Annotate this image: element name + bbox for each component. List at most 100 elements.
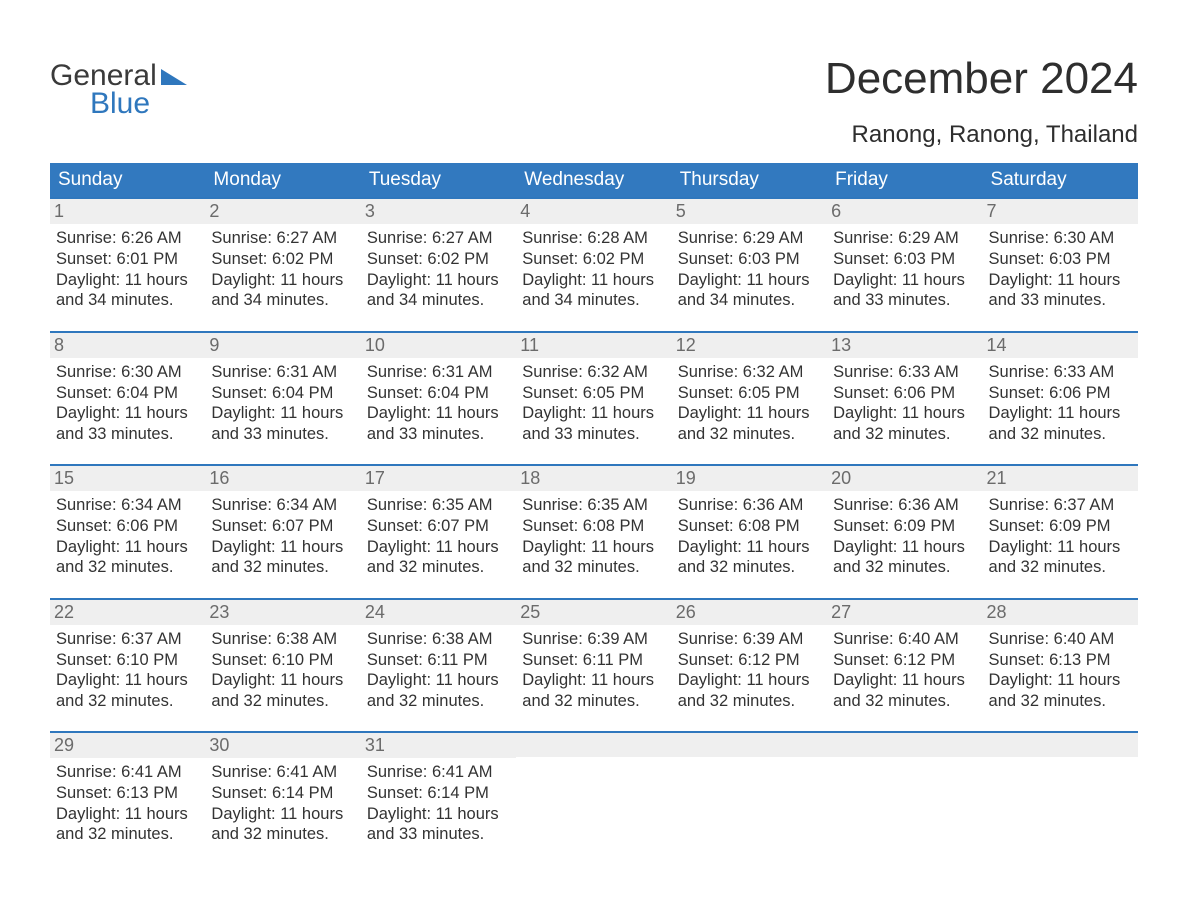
calendar-week-row: 8Sunrise: 6:30 AMSunset: 6:04 PMDaylight… — [50, 331, 1138, 465]
calendar-day-cell: 5Sunrise: 6:29 AMSunset: 6:03 PMDaylight… — [672, 197, 827, 331]
day-details: Sunrise: 6:32 AMSunset: 6:05 PMDaylight:… — [522, 362, 665, 445]
sunset-line: Sunset: 6:02 PM — [522, 249, 665, 270]
sunset-line: Sunset: 6:03 PM — [989, 249, 1132, 270]
sunrise-line: Sunrise: 6:29 AM — [833, 228, 976, 249]
weekday-header: Thursday — [672, 163, 827, 197]
calendar-day-cell: 10Sunrise: 6:31 AMSunset: 6:04 PMDayligh… — [361, 331, 516, 465]
sunset-line: Sunset: 6:10 PM — [211, 650, 354, 671]
day-number-bar: 13 — [827, 331, 982, 358]
daylight-line: Daylight: 11 hours and 32 minutes. — [367, 537, 510, 578]
daylight-line: Daylight: 11 hours and 32 minutes. — [56, 804, 199, 845]
daylight-line: Daylight: 11 hours and 32 minutes. — [367, 670, 510, 711]
day-number: 12 — [676, 335, 696, 355]
day-details: Sunrise: 6:39 AMSunset: 6:12 PMDaylight:… — [678, 629, 821, 712]
calendar-day-cell: 17 Sunrise: 6:35 AMSunset: 6:07 PMDayligh… — [361, 464, 516, 598]
day-details: Sunrise: 6:34 AMSunset: 6:06 PMDaylight:… — [56, 495, 199, 578]
sunset-line: Sunset: 6:11 PM — [367, 650, 510, 671]
sunset-line: Sunset: 6:07 PM — [211, 516, 354, 537]
daylight-line: Daylight: 11 hours and 32 minutes. — [56, 670, 199, 711]
daylight-line: Daylight: 11 hours and 32 minutes. — [678, 537, 821, 578]
daylight-line: Daylight: 11 hours and 34 minutes. — [678, 270, 821, 311]
sunset-line: Sunset: 6:08 PM — [522, 516, 665, 537]
sunrise-line: Sunrise: 6:36 AM — [678, 495, 821, 516]
calendar-day-cell: 13Sunrise: 6:33 AMSunset: 6:06 PMDayligh… — [827, 331, 982, 465]
sunrise-line: Sunrise: 6:40 AM — [989, 629, 1132, 650]
empty-day-bar — [516, 731, 671, 757]
brand-logo: General Blue — [50, 55, 187, 121]
day-details: Sunrise: 6:38 AMSunset: 6:11 PMDaylight:… — [367, 629, 510, 712]
day-number-bar: 22 — [50, 598, 205, 625]
daylight-line: Daylight: 11 hours and 32 minutes. — [211, 537, 354, 578]
day-details: Sunrise: 6:30 AMSunset: 6:03 PMDaylight:… — [989, 228, 1132, 311]
sunrise-line: Sunrise: 6:28 AM — [522, 228, 665, 249]
sunset-line: Sunset: 6:01 PM — [56, 249, 199, 270]
calendar-day-cell: 18Sunrise: 6:35 AMSunset: 6:08 PMDayligh… — [516, 464, 671, 598]
sunrise-line: Sunrise: 6:37 AM — [56, 629, 199, 650]
day-details: Sunrise: 6:41 AMSunset: 6:13 PMDaylight:… — [56, 762, 199, 845]
calendar-week-row: 22 Sunrise: 6:37 AM Sunset: 6:10 PM Dayligh… — [50, 598, 1138, 732]
sunrise-line: Sunrise: 6:31 AM — [367, 362, 510, 383]
sunset-line: Sunset: 6:11 PM — [522, 650, 665, 671]
sunrise-line: Sunrise: 6:26 AM — [56, 228, 199, 249]
empty-day-bar — [827, 731, 982, 757]
day-number: 26 — [676, 602, 696, 622]
calendar-table: Sunday Monday Tuesday Wednesday Thursday… — [50, 163, 1138, 865]
calendar-day-cell: 14Sunrise: 6:33 AMSunset: 6:06 PMDayligh… — [983, 331, 1138, 465]
sunset-line: Sunset: 6:02 PM — [211, 249, 354, 270]
day-number: 25 — [520, 602, 540, 622]
sunrise-line: Sunrise: 6:27 AM — [211, 228, 354, 249]
day-details: Sunrise: 6:34 AMSunset: 6:07 PMDaylight:… — [211, 495, 354, 578]
day-details: Sunrise: 6:32 AMSunset: 6:05 PMDaylight:… — [678, 362, 821, 445]
daylight-line: Daylight: 11 hours and 33 minutes. — [989, 270, 1132, 311]
month-title: December 2024 — [825, 55, 1138, 103]
title-block: December 2024 Ranong, Ranong, Thailand — [825, 55, 1138, 149]
sunrise-line: Sunrise: 6:31 AM — [211, 362, 354, 383]
day-number: 29 — [54, 735, 74, 755]
sunset-line: Sunset: 6:04 PM — [367, 383, 510, 404]
day-number-bar: 2 — [205, 197, 360, 224]
calendar-day-cell: 31Sunrise: 6:41 AMSunset: 6:14 PMDayligh… — [361, 731, 516, 865]
sunrise-line: Sunrise: 6:34 AM — [211, 495, 354, 516]
sunset-line: Sunset: 6:04 PM — [211, 383, 354, 404]
calendar-week-row: 15Sunrise: 6:34 AMSunset: 6:06 PMDayligh… — [50, 464, 1138, 598]
empty-day-bar — [983, 731, 1138, 757]
daylight-line: Daylight: 11 hours and 34 minutes. — [56, 270, 199, 311]
calendar-day-cell: 19 Sunrise: 6:36 AMSunset: 6:08 PMDayligh… — [672, 464, 827, 598]
sunset-line: Sunset: 6:05 PM — [678, 383, 821, 404]
calendar-day-cell: 30Sunrise: 6:41 AMSunset: 6:14 PMDayligh… — [205, 731, 360, 865]
day-details: Sunrise: 6:35 AMSunset: 6:07 PMDaylight:… — [367, 495, 510, 578]
day-details: Sunrise: 6:41 AMSunset: 6:14 PMDaylight:… — [367, 762, 510, 845]
sunset-line: Sunset: 6:14 PM — [211, 783, 354, 804]
daylight-line: Daylight: 11 hours and 33 minutes. — [833, 270, 976, 311]
daylight-line: Daylight: 11 hours and 32 minutes. — [833, 537, 976, 578]
day-number-bar: 5 — [672, 197, 827, 224]
day-number-bar: 19 — [672, 464, 827, 491]
calendar-day-cell: 25 Sunrise: 6:39 AMSunset: 6:11 PMDayligh… — [516, 598, 671, 732]
sunset-line: Sunset: 6:13 PM — [56, 783, 199, 804]
day-number-bar: 17 — [361, 464, 516, 491]
daylight-line: Daylight: 11 hours and 32 minutes. — [522, 537, 665, 578]
day-number: 3 — [365, 201, 375, 221]
day-details: Sunrise: 6:39 AMSunset: 6:11 PMDaylight:… — [522, 629, 665, 712]
calendar-day-cell: 28Sunrise: 6:40 AMSunset: 6:13 PMDayligh… — [983, 598, 1138, 732]
location-label: Ranong, Ranong, Thailand — [825, 121, 1138, 149]
day-details: Sunrise: 6:38 AMSunset: 6:10 PMDaylight:… — [211, 629, 354, 712]
day-details: Sunrise: 6:36 AMSunset: 6:09 PMDaylight:… — [833, 495, 976, 578]
daylight-line: Daylight: 11 hours and 32 minutes. — [833, 670, 976, 711]
calendar-day-cell: 23Sunrise: 6:38 AMSunset: 6:10 PMDayligh… — [205, 598, 360, 732]
daylight-line: Daylight: 11 hours and 32 minutes. — [56, 537, 199, 578]
calendar-day-cell: 1Sunrise: 6:26 AMSunset: 6:01 PMDaylight… — [50, 197, 205, 331]
calendar-day-cell: 29 Sunrise: 6:41 AMSunset: 6:13 PMDayligh… — [50, 731, 205, 865]
day-number: 18 — [520, 468, 540, 488]
day-number: 30 — [209, 735, 229, 755]
day-number-bar: 29 — [50, 731, 205, 758]
day-details: Sunrise: 6:36 AMSunset: 6:08 PMDaylight:… — [678, 495, 821, 578]
day-number-bar: 28 — [983, 598, 1138, 625]
calendar-day-cell: 11Sunrise: 6:32 AMSunset: 6:05 PMDayligh… — [516, 331, 671, 465]
day-number-bar: 8 — [50, 331, 205, 358]
day-number: 8 — [54, 335, 64, 355]
day-number: 19 — [676, 468, 696, 488]
daylight-line: Daylight: 11 hours and 32 minutes. — [989, 537, 1132, 578]
sunset-line: Sunset: 6:13 PM — [989, 650, 1132, 671]
calendar-day-cell — [672, 731, 827, 865]
